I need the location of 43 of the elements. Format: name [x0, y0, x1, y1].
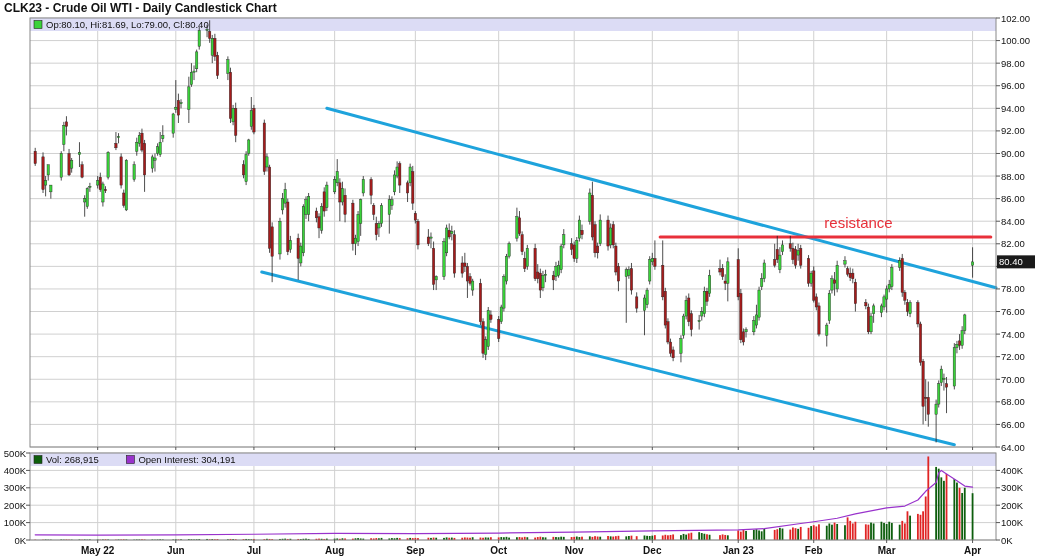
series-label: resistance	[824, 214, 893, 232]
y-tick-label: 82.00	[1001, 238, 1025, 250]
y-tick-label: 72.00	[1001, 351, 1025, 363]
y-tick-label: 96.00	[1001, 80, 1025, 92]
x-tick-label: Jan 23	[722, 545, 755, 556]
x-tick-label: Feb	[804, 545, 823, 556]
text: 80.40	[999, 256, 1023, 268]
y-tick-label: 100K	[3, 517, 27, 529]
x-tick-label: May 22	[81, 545, 115, 556]
y-tick-label: 64.00	[1001, 441, 1025, 453]
legend-label: Op:80.10, Hi:81.69, Lo:79.00, Cl:80.40	[46, 19, 209, 30]
legend-label: Vol: 268,915	[46, 454, 99, 465]
y-tick-label: 98.00	[1001, 57, 1025, 69]
x-tick-label: Aug	[324, 545, 345, 556]
x-tick-label: Mar	[877, 545, 896, 556]
y-tick-label: 200K	[3, 499, 27, 511]
y-tick-label: 300K	[3, 482, 27, 494]
y-tick-label: 100.00	[1001, 35, 1031, 47]
x-tick-label: Sep	[406, 545, 425, 556]
y-tick-label: 500K	[3, 447, 27, 459]
y-tick-label: 74.00	[1001, 328, 1025, 340]
y-tick-label: 70.00	[1001, 373, 1025, 385]
y-tick-label: 102.00	[1001, 12, 1031, 24]
y-tick-label: 78.00	[1001, 283, 1025, 295]
y-tick-label: 86.00	[1001, 193, 1025, 205]
y-tick-label: 0K	[14, 534, 27, 546]
chart-title: CLK23 - Crude Oil WTI - Daily Candlestick Chart	[4, 1, 277, 15]
x-tick-label: Nov	[564, 545, 585, 556]
x-tick-label: Oct	[490, 545, 508, 556]
y-tick-label: 400K	[3, 464, 27, 476]
legend-label: Open Interest: 304,191	[138, 454, 236, 465]
y-tick-label: 66.00	[1001, 418, 1025, 430]
y-tick-label: 88.00	[1001, 170, 1025, 182]
x-tick-label: Dec	[643, 545, 662, 556]
y-tick-label: 92.00	[1001, 125, 1025, 137]
x-tick-label: Jun	[166, 545, 185, 556]
y-tick-label: 90.00	[1001, 147, 1025, 159]
y-tick-label: 68.00	[1001, 396, 1025, 408]
x-tick-label: Jul	[246, 545, 262, 556]
y-tick-label: 84.00	[1001, 215, 1025, 227]
x-tick-label: Apr	[963, 545, 982, 556]
y-tick-label: 94.00	[1001, 102, 1025, 114]
y-tick-label: 76.00	[1001, 306, 1025, 318]
